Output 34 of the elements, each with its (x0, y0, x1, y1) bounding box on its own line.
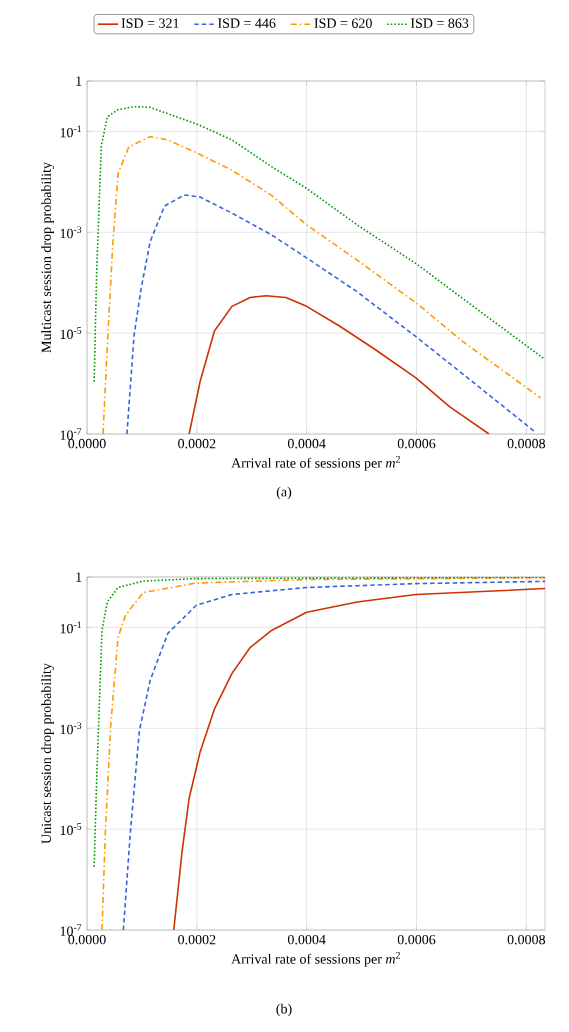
x-tick-label: 0.0002 (178, 934, 216, 945)
x-tick-label: 0.0000 (68, 438, 106, 449)
legend-label: ISD = 620 (314, 18, 372, 28)
text: (b) (276, 1003, 292, 1017)
y-tick-label: 10$^{-7}$ (60, 924, 82, 936)
line-series (93, 577, 546, 868)
y-tick-label: 10$^{-1}$ (60, 621, 82, 634)
line-series (126, 194, 536, 435)
x-tick-label: 0.0008 (507, 438, 546, 449)
y-tick-label: 1 (76, 572, 82, 582)
y-tick-label: 10$^{-3}$ (60, 226, 82, 239)
x-tick-label: 0.0006 (397, 934, 436, 945)
y-axis-title: Unicast session drop probability (41, 663, 54, 844)
x-tick-label: 0.0004 (287, 934, 326, 945)
x-tick-label: 0.0004 (287, 438, 326, 449)
line-series (102, 135, 542, 435)
legend-label: ISD = 446 (217, 18, 276, 28)
y-tick-label: 10$^{-3}$ (60, 722, 82, 735)
y-tick-label: 10$^{-5}$ (60, 823, 82, 836)
y-tick-label: 10$^{-5}$ (60, 327, 82, 340)
x-axis-title: Arrival rate of sessions per m$^{2}$ (231, 455, 400, 471)
x-axis-title: Arrival rate of sessions per m$^{2}$ (231, 951, 400, 967)
x-tick-label: 0.0000 (68, 934, 106, 945)
y-axis-title: Multicast session drop probability (41, 162, 54, 353)
line-series (188, 295, 490, 435)
x-tick-label: 0.0002 (178, 438, 216, 449)
y-tick-label: 10$^{-1}$ (60, 125, 82, 138)
legend-label: ISD = 863 (410, 18, 469, 28)
legend-label: ISD = 321 (121, 18, 179, 28)
x-tick-label: 0.0008 (507, 934, 546, 945)
line-series (93, 105, 546, 383)
text: (a) (276, 486, 292, 500)
y-tick-label: 1 (76, 76, 82, 86)
x-tick-label: 0.0006 (397, 438, 436, 449)
